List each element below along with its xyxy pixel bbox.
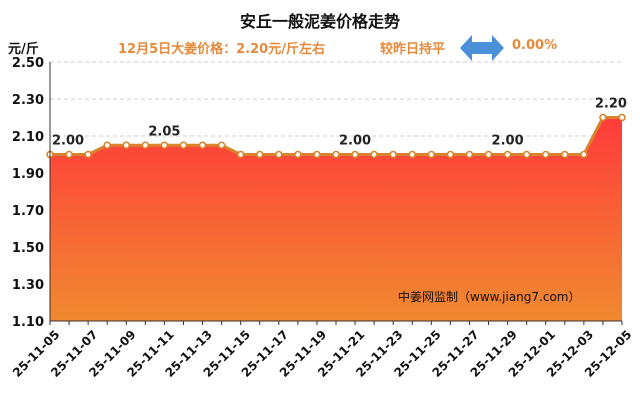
data-point (294, 150, 302, 159)
data-point (580, 150, 588, 159)
data-point (236, 150, 245, 159)
change-percent: 0.00% (512, 38, 558, 53)
data-point (503, 150, 512, 159)
area-fill (50, 117, 622, 321)
data-point (541, 150, 550, 159)
data-point (560, 150, 569, 159)
y-tick-label: 2.10 (12, 130, 44, 145)
data-point (465, 150, 474, 159)
data-label: 2.20 (595, 97, 627, 112)
data-point (255, 150, 264, 159)
y-tick-label: 1.50 (12, 241, 44, 256)
data-point (351, 150, 359, 159)
data-point (179, 141, 188, 150)
data-point (370, 150, 378, 159)
data-point (484, 150, 493, 159)
data-point (84, 150, 92, 159)
y-tick-label: 1.30 (12, 278, 44, 293)
data-point (332, 150, 340, 159)
y-tick-label: 1.10 (12, 315, 44, 330)
y-axis-unit: 元/斤 (8, 42, 39, 57)
data-point (599, 113, 607, 122)
change-text: 较昨日持平 (380, 42, 446, 57)
y-tick-label: 2.50 (12, 56, 44, 71)
chart-title: 安丘一般泥姜价格走势 (239, 12, 400, 31)
watermark: 中姜网监制（www.jiang7.com） (398, 289, 580, 304)
data-point (274, 150, 283, 159)
data-point (446, 150, 455, 159)
data-point (198, 141, 207, 150)
data-label: 2.00 (52, 134, 84, 149)
data-point (313, 150, 321, 159)
data-point (217, 141, 226, 150)
data-label: 2.05 (148, 124, 180, 139)
data-point (141, 141, 150, 150)
data-point (65, 150, 73, 159)
data-point (103, 141, 111, 150)
data-label: 2.00 (492, 134, 524, 149)
y-tick-label: 1.70 (12, 204, 44, 219)
left-right-arrow-icon (460, 35, 504, 61)
price-summary: 12月5日大姜价格：2.20元/斤左右 (118, 42, 325, 57)
data-point (427, 150, 436, 159)
y-tick-label: 1.90 (12, 167, 44, 182)
data-point (618, 113, 626, 122)
data-label: 2.00 (339, 134, 371, 149)
y-tick-label: 2.30 (12, 93, 44, 108)
data-point (408, 150, 417, 159)
data-point (389, 150, 398, 159)
data-point (160, 141, 169, 150)
data-point (122, 141, 131, 150)
data-point (522, 150, 531, 159)
